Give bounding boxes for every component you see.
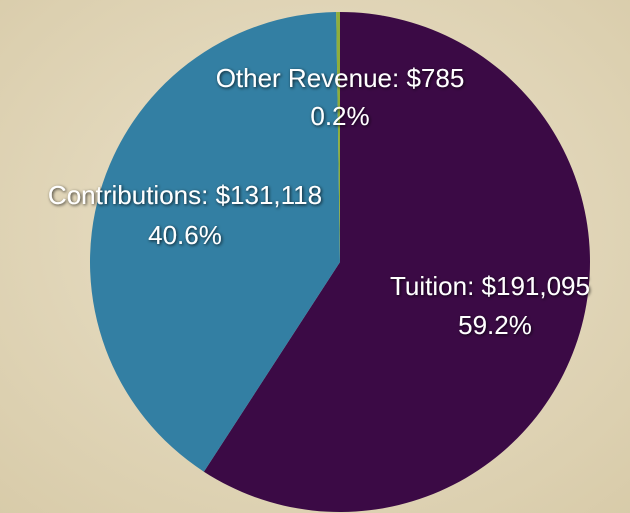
- labels: Tuition: $191,095 59.2% Contributions: $13…: [48, 63, 590, 340]
- pie-slice: [203, 12, 590, 512]
- pie-slice: [336, 12, 340, 262]
- pie: [89, 12, 590, 512]
- pie-slice: [89, 12, 340, 472]
- slice-label: Tuition: $191,095: [390, 271, 590, 301]
- slice-label: Contributions: $131,118: [48, 180, 322, 210]
- slice-percent: 59.2%: [458, 310, 532, 340]
- slice-label: Other Revenue: $785: [216, 63, 465, 93]
- slice-percent: 40.6%: [148, 220, 222, 250]
- slice-percent: 0.2%: [310, 101, 369, 131]
